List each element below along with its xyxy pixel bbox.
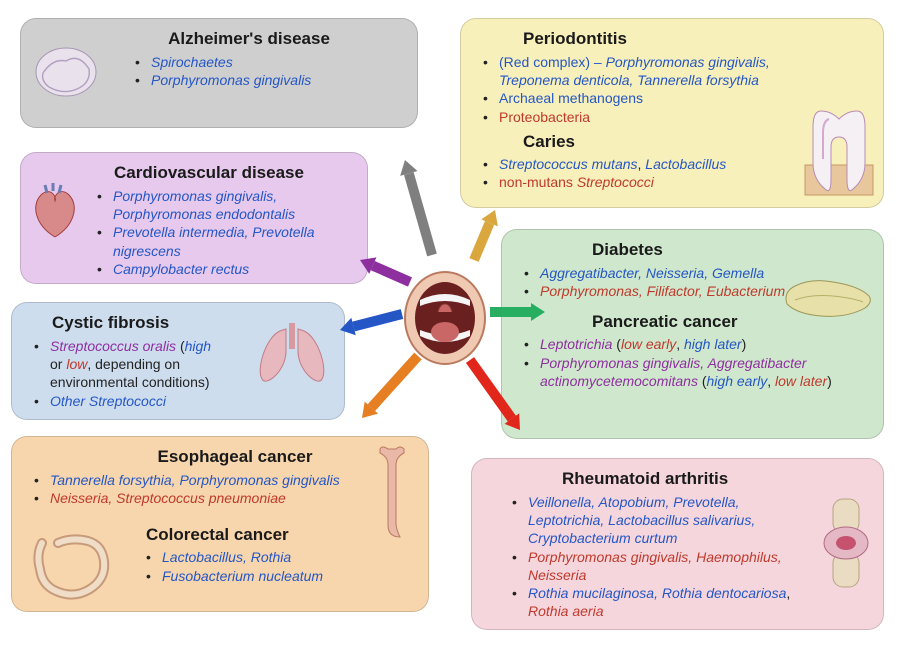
list-item: Porphyromonas gingivalis, Porphyromonas … [97,187,353,223]
esophagus-icon [378,445,406,541]
list-item: Proteobacteria [483,108,805,126]
list-item: Veillonella, Atopobium, Prevotella, Lept… [512,493,806,548]
intestine-icon [30,531,116,603]
mouth-icon [402,270,488,366]
list-item: non-mutans Streptococci [483,173,775,191]
list-diabetes: Aggregatibacter, Neisseria, GemellaPorph… [516,264,786,300]
brain-icon [33,43,99,101]
box-rheumatoid: Rheumatoid arthritis Veillonella, Atopob… [471,458,884,630]
list-item: Porphyromonas gingivalis [135,71,403,89]
list-item: Porphyromonas gingivalis, Haemophilus, N… [512,548,806,584]
box-periodontitis: Periodontitis (Red complex) – Porphyromo… [460,18,884,208]
box-alzheimer: Alzheimer's disease SpirochaetesPorphyro… [20,18,418,128]
title-diabetes: Diabetes [516,240,869,260]
list-periodontitis: (Red complex) – Porphyromonas gingivalis… [475,53,805,126]
list-pancreatic: Leptotrichia (low early, high later)Porp… [516,335,869,390]
list-item: Spirochaetes [135,53,403,71]
lungs-icon [250,321,334,399]
box-cystic: Cystic fibrosis Streptococcus oralis (hi… [11,302,345,420]
list-item: Streptococcus mutans, Lactobacillus [483,155,775,173]
list-item: Other Streptococci [34,392,226,410]
box-diabetes: Diabetes Aggregatibacter, Neisseria, Gem… [501,229,884,439]
title-cardio: Cardiovascular disease [35,163,353,183]
box-cardio: Cardiovascular disease Porphyromonas gin… [20,152,368,284]
title-periodontitis: Periodontitis [475,29,869,49]
list-item: Neisseria, Streptococcus pneumoniae [34,489,376,507]
list-item: Streptococcus oralis (high or low, depen… [34,337,226,392]
list-esophageal: Tannerella forsythia, Porphyromonas ging… [26,471,376,507]
list-item: Porphyromonas, Filifactor, Eubacterium [524,282,786,300]
heart-icon [27,181,83,241]
title-esophageal: Esophageal cancer [26,447,414,467]
list-item: Campylobacter rectus [97,260,353,278]
joint-icon [815,497,877,589]
box-esophageal: Esophageal cancer Tannerella forsythia, … [11,436,429,612]
list-item: Rothia mucilaginosa, Rothia dentocariosa… [512,584,806,620]
list-item: Aggregatibacter, Neisseria, Gemella [524,264,786,282]
list-item: (Red complex) – Porphyromonas gingivalis… [483,53,805,89]
pancreas-icon [781,274,875,322]
title-rheumatoid: Rheumatoid arthritis [486,469,869,489]
list-item: Porphyromonas gingivalis, Aggregatibacte… [524,354,869,390]
list-item: Leptotrichia (low early, high later) [524,335,869,353]
list-item: Archaeal methanogens [483,89,805,107]
list-rheumatoid: Veillonella, Atopobium, Prevotella, Lept… [486,493,806,620]
list-cystic: Streptococcus oralis (high or low, depen… [26,337,226,410]
list-item: Tannerella forsythia, Porphyromonas ging… [34,471,376,489]
list-caries: Streptococcus mutans, Lactobacillusnon-m… [475,155,775,191]
tooth-icon [803,105,875,201]
list-item: Lactobacillus, Rothia [146,548,414,566]
list-item: Fusobacterium nucleatum [146,567,414,585]
list-item: Prevotella intermedia, Prevotella nigres… [97,223,353,259]
